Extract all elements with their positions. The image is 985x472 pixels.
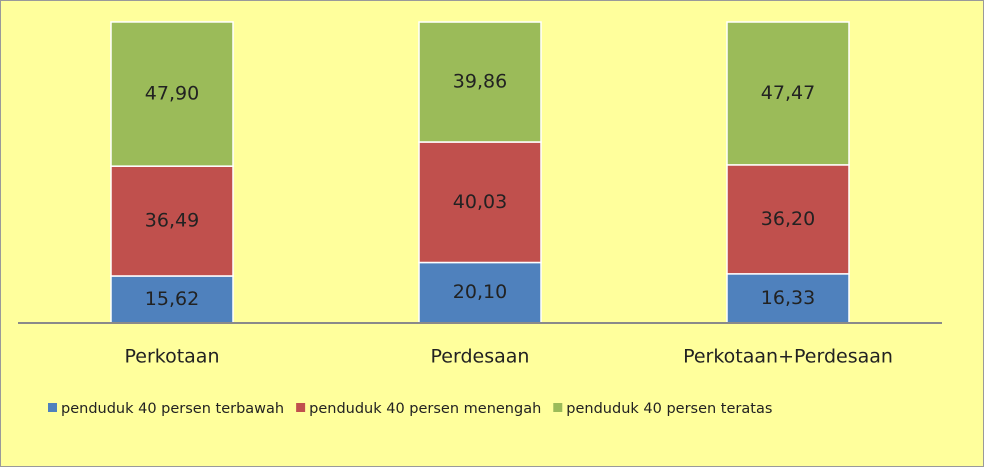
legend-swatch xyxy=(48,403,57,412)
bar-segment xyxy=(418,141,542,264)
bar-segment xyxy=(726,164,850,275)
bar-segment xyxy=(418,21,542,143)
data-label: 47,90 xyxy=(145,83,199,105)
data-label: 36,20 xyxy=(761,208,815,230)
data-label: 39,86 xyxy=(453,71,507,93)
bar-segment xyxy=(110,21,234,167)
bar-segment xyxy=(110,275,234,324)
x-tick-label: Perdesaan xyxy=(431,346,530,368)
data-label: 36,49 xyxy=(145,210,199,232)
legend-label: penduduk 40 persen teratas xyxy=(566,401,772,417)
x-tick-label: Perkotaan xyxy=(124,346,219,368)
legend-label: penduduk 40 persen menengah xyxy=(309,401,541,417)
bar-segment xyxy=(726,273,850,324)
legend-label: penduduk 40 persen terbawah xyxy=(61,401,284,417)
data-label: 40,03 xyxy=(453,191,507,213)
data-label: 47,47 xyxy=(761,82,815,104)
x-tick-label: Perkotaan+Perdesaan xyxy=(683,346,893,368)
legend-swatch xyxy=(296,403,306,412)
legend-swatch xyxy=(553,403,563,412)
data-label: 16,33 xyxy=(761,287,815,309)
data-label: 20,10 xyxy=(453,281,507,303)
bar-segment xyxy=(726,21,850,166)
data-label: 15,62 xyxy=(145,288,199,310)
